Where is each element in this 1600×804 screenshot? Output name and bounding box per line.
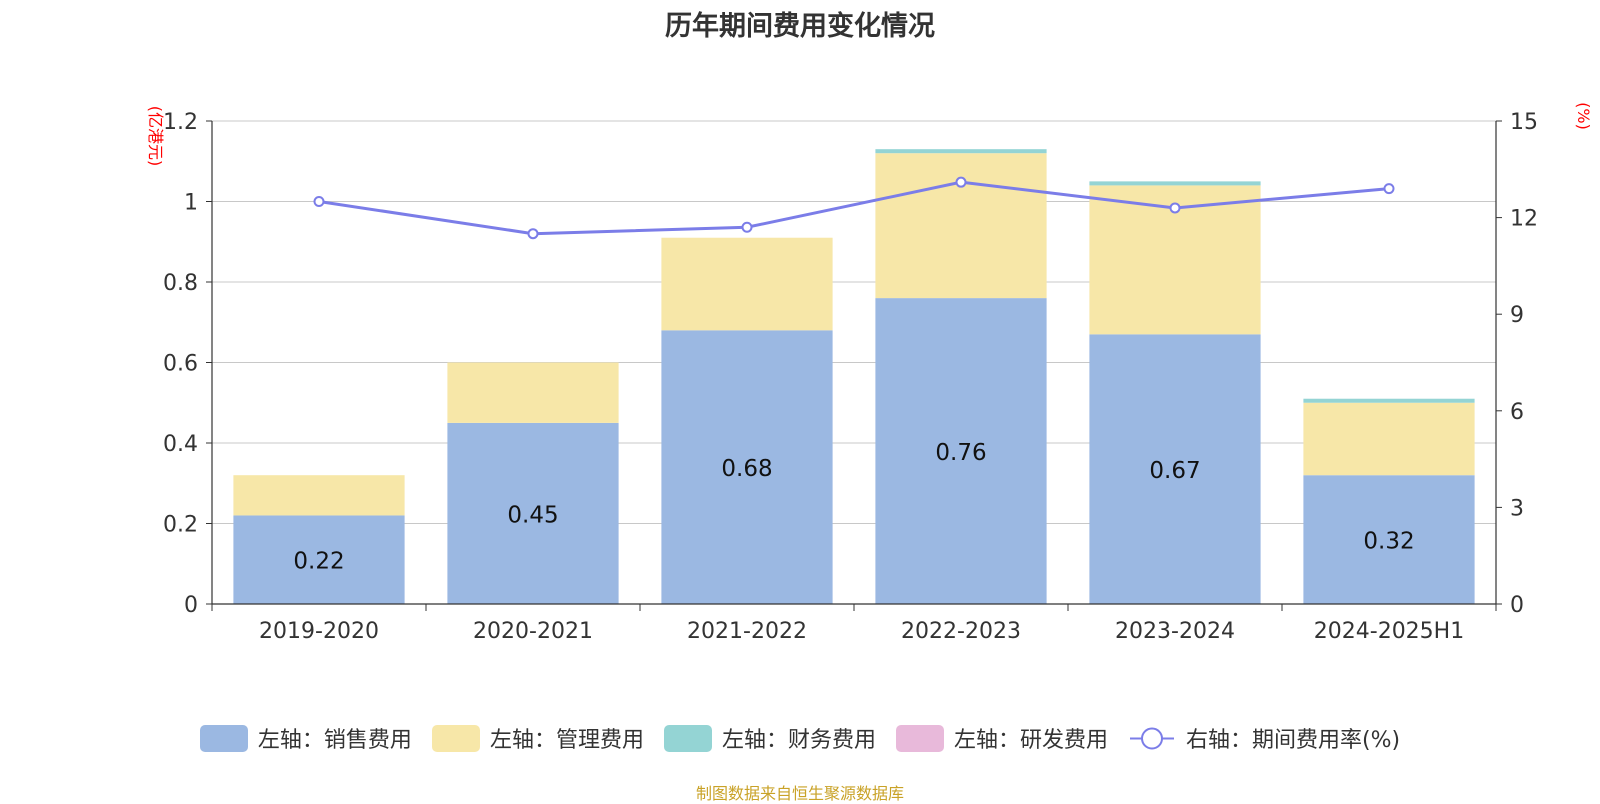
legend-swatch-admin [431, 724, 480, 752]
grid-lines [212, 120, 1496, 524]
legend-swatch-sales [199, 724, 248, 752]
left-axis-unit: (亿港元) [146, 106, 165, 167]
legend-line-marker-icon [1129, 727, 1174, 749]
x-tick-label: 2021-2022 [687, 619, 807, 644]
legend-label-rate: 右轴：期间费用率(%) [1185, 728, 1401, 753]
chart-canvas: 0.22 0.45 0.68 0.76 0.67 0.32 0 0.2 0.4 0.6 0.8 1 1… [146, 102, 1593, 644]
x-tick-label: 2023-2024 [1115, 619, 1235, 644]
legend-item-admin[interactable]: 左轴：管理费用 [431, 722, 644, 754]
left-tick-label: 0.6 [163, 352, 198, 377]
right-tick-label: 12 [1510, 207, 1538, 232]
rate-point [1169, 202, 1181, 214]
legend: 左轴：销售费用 左轴：管理费用 左轴：财务费用 左轴：研发费用 右轴：期间费用率… [0, 722, 1600, 754]
rate-point [313, 196, 325, 207]
right-tick-label: 3 [1510, 496, 1524, 521]
bar-value-label: 0.45 [507, 502, 558, 528]
legend-item-sales[interactable]: 左轴：销售费用 [199, 722, 412, 754]
chart-title: 历年期间费用变化情况 [665, 11, 935, 42]
x-tick-label: 2020-2021 [473, 619, 593, 644]
bar-finance [1303, 398, 1475, 403]
rate-line-path [318, 180, 1390, 236]
bar-value-label: 0.22 [293, 549, 344, 575]
right-tick-label: 15 [1510, 110, 1538, 135]
bar-sales [1303, 475, 1475, 604]
legend-label-rnd: 左轴：研发费用 [953, 728, 1108, 753]
rate-line [313, 176, 1395, 240]
left-tick-label: 1.2 [163, 110, 198, 135]
data-source-note: 制图数据来自恒生聚源数据库 [695, 784, 904, 803]
x-tick-label: 2022-2023 [901, 619, 1021, 644]
legend-item-finance[interactable]: 左轴：财务费用 [663, 722, 876, 754]
legend-label-admin: 左轴：管理费用 [489, 728, 644, 753]
axes: 0 0.2 0.4 0.6 0.8 1 1.2 0 3 6 9 12 15 2019-2020 2020-2… [163, 110, 1538, 644]
left-tick-label: 0.2 [163, 513, 198, 538]
legend-item-rnd[interactable]: 左轴：研发费用 [895, 722, 1108, 754]
bar-value-label: 0.68 [721, 456, 772, 482]
bar-value-label: 0.76 [935, 440, 986, 466]
left-tick-label: 0.8 [163, 271, 198, 296]
bar-admin [1303, 402, 1475, 476]
right-tick-label: 6 [1510, 400, 1524, 425]
rate-point [955, 176, 967, 188]
rate-point [741, 221, 753, 233]
bar-value-label: 0.67 [1149, 458, 1200, 484]
legend-label-sales: 左轴：销售费用 [257, 728, 412, 753]
legend-label-finance: 左轴：财务费用 [721, 728, 876, 753]
rate-point [1383, 183, 1395, 195]
legend-swatch-rnd [895, 724, 944, 752]
x-tick-label: 2024-2025H1 [1314, 619, 1464, 644]
bar-finance [1089, 181, 1261, 186]
bar-admin [447, 362, 619, 423]
left-tick-label: 0 [184, 593, 198, 618]
x-tick-label: 2019-2020 [259, 619, 379, 644]
bar-sales [661, 330, 833, 604]
bar-admin [875, 153, 1047, 299]
bar-value-label: 0.32 [1363, 529, 1414, 555]
bar-finance [875, 149, 1047, 154]
right-tick-label: 9 [1510, 303, 1524, 328]
right-axis-unit: (%) [1574, 102, 1593, 130]
bar-sales [875, 298, 1047, 604]
left-tick-label: 1 [184, 191, 198, 216]
right-tick-label: 0 [1510, 593, 1524, 618]
bars: 0.22 0.45 0.68 0.76 0.67 0.32 [233, 149, 1475, 604]
bar-sales [1089, 334, 1261, 604]
bar-admin [233, 475, 405, 516]
rate-point [527, 228, 539, 240]
legend-swatch-finance [663, 724, 712, 752]
bar-admin [661, 237, 833, 331]
bar-sales [233, 515, 405, 604]
bar-sales [447, 422, 619, 604]
left-tick-label: 0.4 [163, 432, 198, 457]
legend-item-rate[interactable]: 右轴：期间费用率(%) [1128, 722, 1400, 754]
